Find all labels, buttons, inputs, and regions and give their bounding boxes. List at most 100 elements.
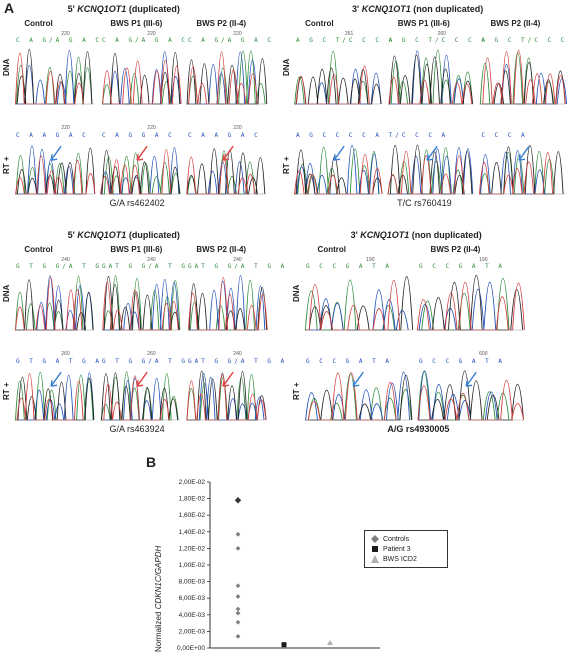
dna-sequence: A G C T/C C C A <box>296 37 396 44</box>
rt-sequence: A G C C C C A <box>296 132 382 139</box>
data-point-controls <box>235 633 241 639</box>
dna-position: 240 <box>61 257 70 263</box>
panel-title-0: 5' KCNQ1OT1 (duplicated) <box>68 4 180 14</box>
trace-channel <box>481 50 567 105</box>
panel-caption: G/A rs463924 <box>109 424 165 434</box>
rt-sequence: G T G A T G A <box>16 358 102 365</box>
title-suffix: (duplicated) <box>128 230 180 240</box>
row-label-dna: DNA <box>2 58 11 76</box>
column-label: Control <box>24 245 53 254</box>
rt-chromatogram <box>15 145 96 195</box>
rt-chromatogram <box>417 370 525 421</box>
rt-chromatogram <box>479 145 566 195</box>
y-tick-label: 2,00E-03 <box>179 628 206 635</box>
trace-channel <box>481 64 568 105</box>
column-label: Control <box>305 19 334 28</box>
rt-sequence: G T G G/A T G A <box>102 358 202 365</box>
row-label-rt: RT + <box>282 156 291 174</box>
legend-label-bws-icd2: BWS ICD2 <box>383 555 417 563</box>
trace-channel <box>417 281 525 331</box>
dna-position: 261 <box>344 31 354 37</box>
row-label-rt: RT + <box>2 156 11 174</box>
dna-chromatogram <box>188 275 268 331</box>
dna-chromatogram <box>15 49 94 105</box>
trace-channel <box>188 161 245 195</box>
dna-chromatogram <box>480 50 568 105</box>
rt-chromatogram <box>186 145 266 195</box>
rt-sequence: G C C G A T A <box>419 358 505 365</box>
rt-position: 240 <box>233 351 242 357</box>
dna-position: 220 <box>147 31 156 37</box>
title-suffix: (non duplicated) <box>411 230 482 240</box>
rt-sequence: G C C G A T A <box>306 358 392 365</box>
trace-channel <box>294 50 369 105</box>
diamond-marker-icon <box>371 535 379 543</box>
column-label: BWS P2 (II-4) <box>430 245 481 254</box>
trace-channel <box>418 281 497 331</box>
dna-position: 240 <box>233 257 242 263</box>
title-prefix: 5' <box>67 4 75 14</box>
rt-chromatogram <box>15 371 95 421</box>
rt-position: 260 <box>61 351 70 357</box>
dna-position: 190 <box>366 257 375 263</box>
data-point-controls <box>235 546 241 551</box>
y-tick-label: 6,00E-03 <box>179 595 206 602</box>
dna-position: 260 <box>437 31 446 37</box>
dna-position: 240 <box>147 257 156 263</box>
trace-channel <box>15 153 84 195</box>
arrow-icon <box>333 145 345 161</box>
column-label: BWS P2 (II-4) <box>490 19 541 28</box>
legend-label-controls: Controls <box>383 535 410 543</box>
trace-channel <box>188 50 266 105</box>
y-tick-label: 2,00E-02 <box>179 479 206 486</box>
y-tick-label: 4,00E-03 <box>179 612 206 619</box>
legend-item-bws-icd2: BWS ICD2 <box>371 554 441 564</box>
rt-chromatogram <box>186 370 267 421</box>
title-gene: KCNQ1OT1 <box>360 230 410 240</box>
arrow-icon <box>222 371 234 387</box>
data-point-controls <box>235 606 241 612</box>
row-label-dna: DNA <box>292 284 301 302</box>
y-tick-label: 1,00E-02 <box>179 562 206 569</box>
y-tick-label: 1,80E-02 <box>179 496 206 503</box>
rt-chromatogram <box>305 371 413 421</box>
y-tick-label: 1,20E-02 <box>179 545 206 552</box>
column-label: BWS P2 (II-4) <box>196 245 247 254</box>
arrow-icon <box>222 145 234 161</box>
rt-position: 220 <box>233 125 242 131</box>
column-label: Control <box>24 19 53 28</box>
arrow-icon <box>352 371 364 387</box>
title-suffix: (duplicated) <box>128 4 180 14</box>
rt-sequence: G T G G/A T G A <box>188 358 288 365</box>
title-prefix: 3' <box>352 4 360 14</box>
panel-title-1: 3' KCNQ1OT1 (non duplicated) <box>352 4 483 14</box>
trace-channel <box>188 283 268 331</box>
rt-sequence: C A A G A C <box>188 132 261 139</box>
trace-channel <box>16 279 94 331</box>
trace-channel <box>186 156 256 195</box>
panel-title-3: 3' KCNQ1OT1 (non duplicated) <box>351 230 482 240</box>
arrow-icon <box>518 145 530 161</box>
dna-sequence: A G C T/C C C <box>481 37 568 44</box>
row-label-dna: DNA <box>2 284 11 302</box>
trace-channel <box>100 371 179 421</box>
rt-sequence: C A G G A C <box>102 132 175 139</box>
arrow-icon <box>136 371 148 387</box>
data-point-patient-3 <box>281 642 287 648</box>
title-prefix: 3' <box>350 230 358 240</box>
trace-channel <box>15 276 84 331</box>
panel-caption: G/A rs462402 <box>109 198 165 208</box>
dna-chromatogram <box>417 275 525 331</box>
y-tick-label: 0,00E+00 <box>177 645 205 652</box>
trace-channel <box>306 374 413 421</box>
dna-position: 220 <box>61 31 70 37</box>
y-tick-label: 1,60E-02 <box>179 512 206 519</box>
trace-channel <box>188 279 255 331</box>
dna-chromatogram <box>102 51 182 105</box>
legend-label-patient-3: Patient 3 <box>383 545 411 553</box>
title-gene: KCNQ1OT1 <box>77 4 127 14</box>
panel-title-2: 5' KCNQ1OT1 (duplicated) <box>68 230 180 240</box>
data-point-bws-icd2 <box>327 640 333 646</box>
dna-sequence: G T G G/A T G A <box>188 263 288 270</box>
trace-channel <box>102 60 182 105</box>
